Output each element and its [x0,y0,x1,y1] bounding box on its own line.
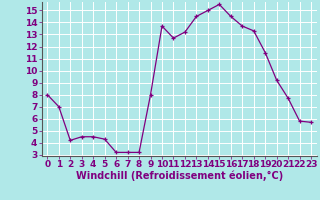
X-axis label: Windchill (Refroidissement éolien,°C): Windchill (Refroidissement éolien,°C) [76,171,283,181]
